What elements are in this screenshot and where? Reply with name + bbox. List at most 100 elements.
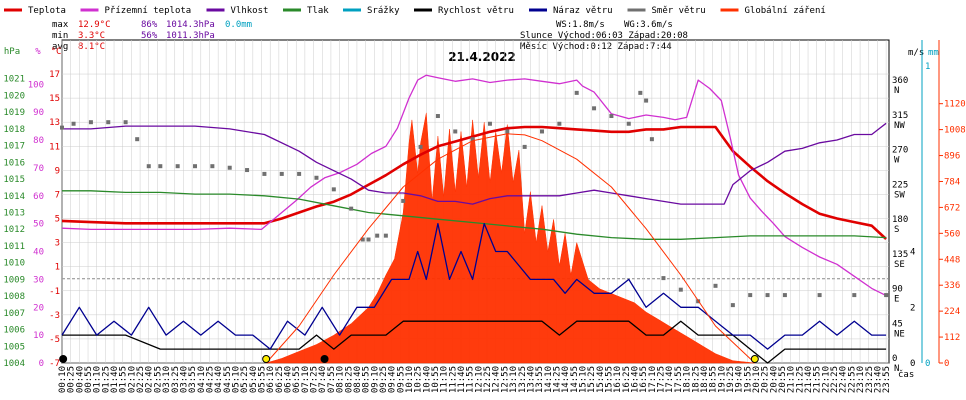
ms-unit-label: m/s — [908, 48, 924, 58]
x-tick-label: 06:55 — [292, 366, 302, 393]
mm-tick-label: 0 — [925, 359, 930, 369]
legend: Teplota Přízemní teplota Vlhkost Tlak Srážky… — [4, 6, 826, 16]
series-line — [61, 125, 887, 240]
x-tick-label: 09:40 — [388, 366, 398, 393]
direction-tick-label: 360 — [892, 76, 908, 86]
x-tick-label: 13:25 — [518, 366, 528, 393]
direction-tick-name: NE — [894, 329, 905, 339]
celsius-tick-label: 1 — [55, 263, 60, 273]
x-tick-label: 02:55 — [153, 366, 163, 393]
mm-unit-label: mm — [928, 48, 939, 58]
hpa-tick-label: 1010 — [3, 259, 25, 269]
wind-direction-point — [678, 287, 683, 292]
ms-tick-label: 4 — [910, 248, 915, 258]
x-tick-label: 07:40 — [318, 366, 328, 393]
wind-direction-point — [661, 276, 666, 281]
x-tick-label: 15:10 — [578, 366, 588, 393]
radiation-tick-label: 112 — [944, 333, 960, 343]
x-tick-label: 16:10 — [613, 366, 623, 393]
x-tick-label: 23:40 — [873, 366, 883, 393]
direction-tick-name: N — [894, 364, 899, 374]
radiation-area-path — [266, 112, 755, 364]
direction-tick-name: N — [894, 86, 899, 96]
stat-max-press: 1014.3hPa — [166, 20, 215, 30]
radiation-tick-label: 672 — [944, 203, 960, 213]
x-tick-label: 11:55 — [466, 366, 476, 393]
percent-tick-label: 10 — [33, 331, 44, 341]
x-tick-label: 21:25 — [795, 366, 805, 393]
radiation-tick-label: 560 — [944, 229, 960, 239]
celsius-tick-label: 3 — [55, 239, 60, 249]
x-tick-label: 13:55 — [535, 366, 545, 393]
x-tick-label: 08:10 — [336, 366, 346, 393]
direction-tick-name: SE — [894, 260, 905, 270]
wind-direction-point — [730, 303, 735, 308]
x-tick-label: 17:55 — [674, 366, 684, 393]
x-tick-label: 12:55 — [500, 366, 510, 393]
percent-tick-label: 70 — [33, 164, 44, 174]
radiation-tick-label: 336 — [944, 281, 960, 291]
legend-label: Tlak — [307, 6, 329, 16]
x-tick-label: 04:10 — [197, 366, 207, 393]
info-wg: WG:3.6m/s — [624, 20, 673, 30]
x-tick-label: 00:55 — [84, 366, 94, 393]
stat-min-temp: 3.3°C — [78, 31, 105, 41]
x-tick-label: 20:25 — [761, 366, 771, 393]
ms-tick-label: 0 — [910, 359, 915, 369]
x-tick-label: 23:25 — [865, 366, 875, 393]
wind-direction-point — [297, 171, 302, 176]
stat-max-rain: 0.0mm — [225, 20, 252, 30]
wind-direction-point — [262, 171, 267, 176]
ms-tick-label: 2 — [910, 303, 915, 313]
legend-label: Teplota — [28, 6, 66, 16]
x-tick-label: 18:40 — [700, 366, 710, 393]
info-sun: Slunce Východ:06:03 Západ:20:08 — [520, 31, 688, 41]
wind-direction-point — [470, 137, 475, 142]
info-block: WS:1.8m/s WG:3.6m/s Slunce Východ:06:03 … — [520, 20, 688, 52]
direction-tick-label: 180 — [892, 215, 908, 225]
x-tick-label: 20:55 — [778, 366, 788, 393]
percent-tick-label: 80 — [33, 136, 44, 146]
x-tick-label: 11:10 — [440, 366, 450, 393]
sun-marker — [262, 355, 271, 363]
wind-direction-point — [557, 121, 562, 126]
wind-direction-point — [210, 164, 215, 169]
x-tick-label: 14:55 — [570, 366, 580, 393]
wind-direction-point — [592, 106, 597, 111]
direction-tick-name: W — [894, 156, 900, 166]
wind-direction-point — [782, 293, 787, 298]
radiation-tick-label: 784 — [944, 177, 960, 187]
stat-max-temp: 12.9°C — [78, 20, 111, 30]
percent-tick-label: 50 — [33, 220, 44, 230]
x-tick-label: 05:55 — [258, 366, 268, 393]
moon-marker — [59, 355, 68, 363]
legend-label: Srážky — [367, 6, 400, 16]
radiation-tick-label: 224 — [944, 307, 960, 317]
x-tick-label: 01:40 — [110, 366, 120, 393]
sun-moon-markers — [59, 355, 759, 363]
wind-direction-point — [383, 233, 388, 238]
wind-direction-point — [505, 129, 510, 134]
wind-direction-point — [158, 164, 163, 169]
percent-tick-label: 60 — [33, 192, 44, 202]
wind-direction-point — [852, 293, 857, 298]
x-tick-label: 10:10 — [405, 366, 415, 393]
x-tick-label: 12:40 — [492, 366, 502, 393]
legend-label: Náraz větru — [553, 6, 613, 16]
x-tick-label: 08:55 — [362, 366, 372, 393]
x-tick-label: 22:10 — [821, 366, 831, 393]
stat-avg-label: avg — [52, 42, 68, 52]
direction-tick-label: 135 — [892, 250, 908, 260]
legend-label: Přízemní teplota — [105, 6, 192, 16]
x-tick-label: 08:40 — [353, 366, 363, 393]
x-tick-label: 07:10 — [301, 366, 311, 393]
x-tick-label: 07:25 — [310, 366, 320, 393]
wind-direction-point — [713, 283, 718, 288]
wind-direction-point — [453, 129, 458, 134]
x-tick-label: 03:55 — [188, 366, 198, 393]
stat-max-hum: 86% — [141, 20, 158, 30]
wind-direction-point — [227, 165, 232, 170]
info-ws: WS:1.8m/s — [556, 20, 605, 30]
celsius-tick-label: -3 — [49, 311, 60, 321]
x-tick-label: 19:40 — [735, 366, 745, 393]
